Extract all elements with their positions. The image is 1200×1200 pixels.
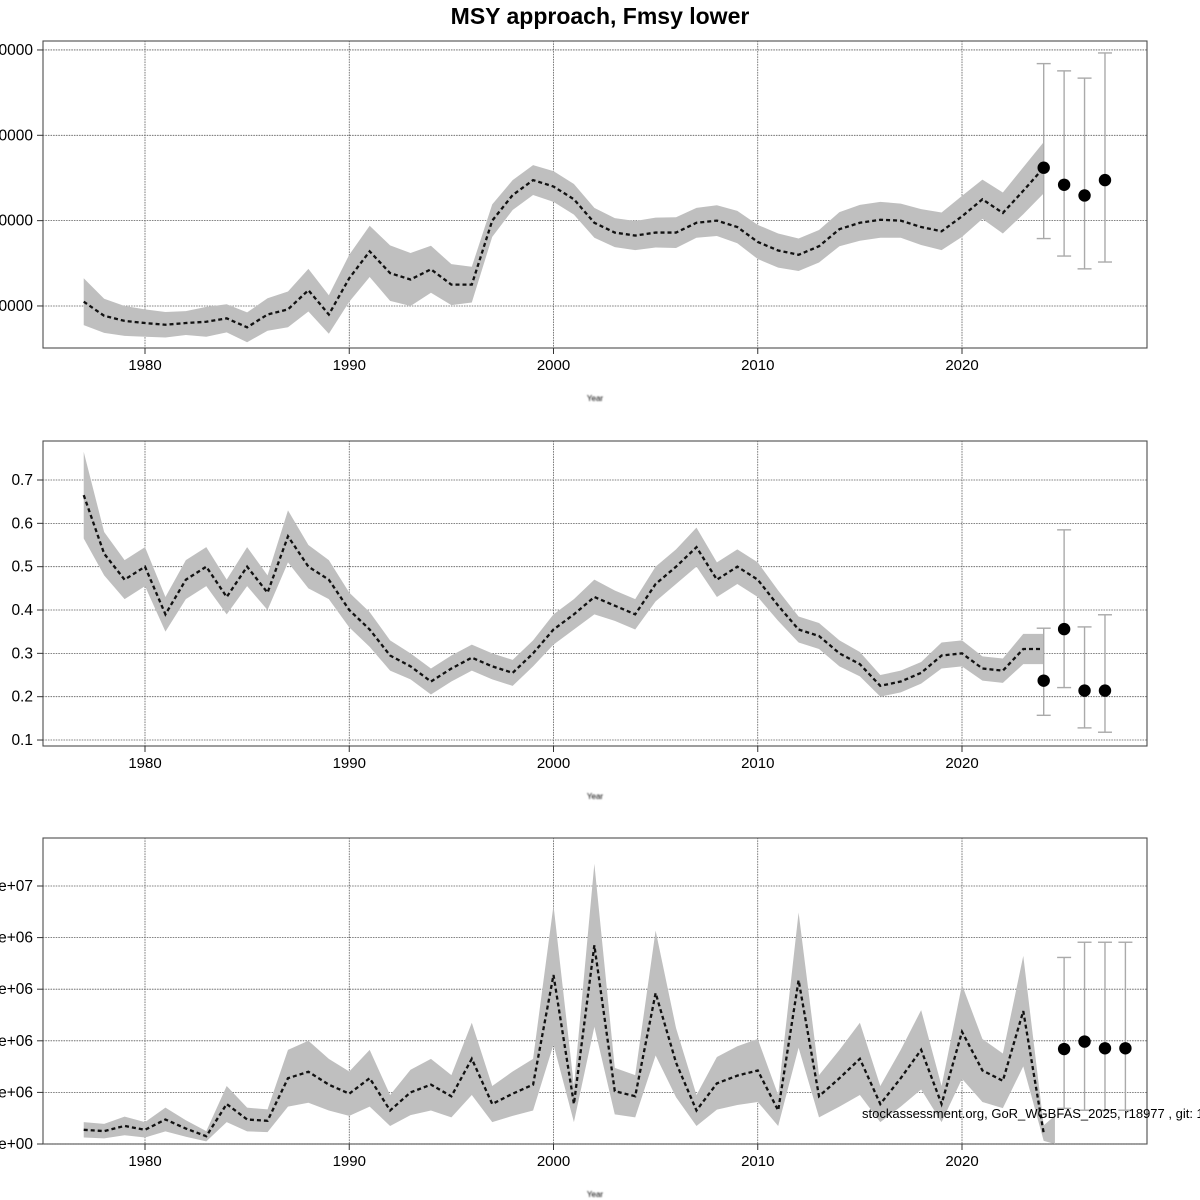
svg-text:800000: 800000 <box>0 42 33 59</box>
svg-text:2010: 2010 <box>741 357 774 374</box>
svg-text:200000: 200000 <box>0 298 33 315</box>
svg-text:0.1: 0.1 <box>11 732 33 749</box>
svg-text:Year: Year <box>587 1190 604 1199</box>
svg-text:2000: 2000 <box>537 1153 570 1170</box>
svg-text:1980: 1980 <box>128 357 161 374</box>
svg-text:1980: 1980 <box>128 1153 161 1170</box>
svg-text:2000: 2000 <box>537 357 570 374</box>
svg-text:600000: 600000 <box>0 127 33 144</box>
svg-text:Year: Year <box>587 792 604 801</box>
svg-text:400000: 400000 <box>0 213 33 230</box>
svg-text:0.2: 0.2 <box>11 689 33 706</box>
svg-text:6e+06: 6e+06 <box>0 981 33 998</box>
svg-text:2020: 2020 <box>945 357 978 374</box>
svg-text:2010: 2010 <box>741 755 774 772</box>
svg-text:0e+00: 0e+00 <box>0 1136 33 1153</box>
svg-text:1990: 1990 <box>333 755 366 772</box>
svg-text:1980: 1980 <box>128 755 161 772</box>
svg-text:4e+06: 4e+06 <box>0 1033 33 1050</box>
svg-text:Year: Year <box>587 394 604 403</box>
svg-text:0.6: 0.6 <box>11 515 33 532</box>
svg-text:2020: 2020 <box>945 1153 978 1170</box>
svg-text:1990: 1990 <box>333 1153 366 1170</box>
svg-text:MSY approach, Fmsy lower: MSY approach, Fmsy lower <box>451 3 750 29</box>
svg-text:2020: 2020 <box>945 755 978 772</box>
svg-text:1e+07: 1e+07 <box>0 878 33 895</box>
svg-text:0.4: 0.4 <box>11 602 33 619</box>
svg-text:0.3: 0.3 <box>11 645 33 662</box>
svg-text:8e+06: 8e+06 <box>0 930 33 947</box>
svg-text:stockassessment.org, GoR_WGBFA: stockassessment.org, GoR_WGBFAS_2025, r1… <box>862 1106 1200 1121</box>
svg-text:0.7: 0.7 <box>11 472 33 489</box>
svg-text:2010: 2010 <box>741 1153 774 1170</box>
svg-text:1990: 1990 <box>333 357 366 374</box>
svg-text:2000: 2000 <box>537 755 570 772</box>
svg-text:0.5: 0.5 <box>11 559 33 576</box>
svg-text:2e+06: 2e+06 <box>0 1084 33 1101</box>
